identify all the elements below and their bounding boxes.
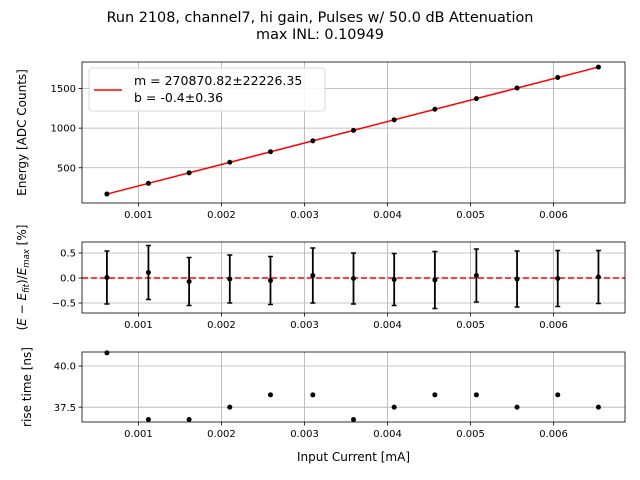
x-axis-label: Input Current [mA]	[297, 450, 410, 464]
y-axis-label-part: (	[15, 326, 29, 331]
data-point	[145, 270, 151, 275]
axes-frame	[81, 61, 626, 204]
y-axis-label-part: E	[15, 292, 29, 300]
data-point	[310, 392, 316, 398]
y-axis-label-part: [%]	[15, 225, 29, 250]
data-point	[351, 276, 356, 281]
data-point	[267, 392, 273, 398]
x-tick-label: 0.006	[539, 210, 568, 221]
axes-frame	[81, 351, 626, 423]
data-point	[595, 274, 601, 280]
axes-rise-time: 0.001 0.002 0.003 0.004 0.005 0.006 37.5 40.0 ri…	[20, 347, 626, 464]
y-tick-label: −0.5	[52, 299, 76, 310]
y-axis-label-part: E	[15, 318, 29, 326]
data-point	[391, 117, 397, 123]
x-tick-label: 0.005	[456, 210, 485, 221]
data-point	[186, 417, 192, 423]
data-point	[595, 404, 601, 410]
x-tick-label: 0.006	[539, 429, 568, 440]
x-tick-label: 0.005	[456, 320, 485, 331]
y-tick-label: 1500	[51, 84, 76, 95]
x-tick-label: 0.004	[373, 210, 402, 221]
data-point	[104, 275, 110, 280]
data-point	[595, 64, 601, 70]
x-tick-label: 0.003	[290, 429, 319, 440]
data-point	[227, 159, 233, 165]
y-axis-label-part: fit	[22, 283, 32, 292]
x-tick-label: 0.003	[290, 320, 319, 331]
data-point	[227, 276, 233, 282]
title-line-2: max INL: 0.10949	[256, 27, 384, 43]
y-tick-label: 40.0	[54, 362, 76, 373]
x-tick-label: 0.002	[207, 320, 236, 331]
data-point	[473, 392, 479, 398]
axes-energy-vs-current: 0.001 0.002 0.003 0.004 0.005 0.006 500 1000 150…	[15, 61, 626, 221]
x-tick-label: 0.006	[539, 320, 568, 331]
data-point	[473, 273, 479, 278]
x-tick-label: 0.003	[290, 210, 319, 221]
data-point	[227, 404, 233, 410]
x-tick-label: 0.004	[373, 429, 402, 440]
y-axis-label: (E − Efit)/Emax [%]	[15, 225, 32, 331]
y-axis-label: rise time [ns]	[20, 347, 34, 427]
data-point	[514, 276, 520, 282]
x-tick-label: 0.001	[124, 210, 153, 221]
data-point	[432, 392, 438, 398]
y-axis-label-part: E	[15, 267, 29, 275]
data-point	[555, 392, 561, 398]
y-tick-label: 37.5	[54, 403, 76, 414]
x-tick-label: 0.001	[124, 429, 153, 440]
data-point	[267, 278, 273, 283]
data-point	[391, 404, 397, 410]
axes-frame	[81, 241, 626, 314]
data-point	[514, 404, 520, 410]
data-point	[267, 149, 273, 155]
x-tick-label: 0.004	[373, 320, 402, 331]
data-point	[104, 191, 110, 197]
axes-residuals: 0.001 0.002 0.003 0.004 0.005 0.006 −0.5 0.0 0.5…	[15, 225, 626, 331]
data-point	[145, 180, 151, 186]
data-point	[351, 417, 356, 423]
data-point	[432, 106, 438, 112]
y-axis-label-part: )/	[15, 274, 29, 284]
data-point	[145, 417, 151, 423]
axes-layer: 0.001 0.002 0.003 0.004 0.005 0.006 500 1000 150…	[15, 61, 626, 464]
data-point	[310, 138, 316, 144]
data-point	[514, 85, 520, 91]
legend-box	[88, 67, 326, 112]
x-tick-label: 0.002	[207, 429, 236, 440]
legend-entry-intercept: b = -0.4±0.36	[134, 90, 223, 105]
title-line-1: Run 2108, channel7, hi gain, Pulses w/ 5…	[107, 10, 534, 26]
data-point	[186, 170, 192, 176]
data-point	[186, 279, 192, 284]
data-point	[432, 277, 438, 283]
y-tick-label: 0.5	[60, 249, 76, 260]
x-tick-label: 0.002	[207, 210, 236, 221]
x-tick-label: 0.001	[124, 320, 153, 331]
legend: m = 270870.82±22226.35 b = -0.4±0.36	[88, 67, 326, 112]
data-point	[473, 96, 479, 102]
y-tick-label: 0.0	[60, 274, 76, 285]
y-axis-label: Energy [ADC Counts]	[15, 69, 29, 196]
legend-entry-slope: m = 270870.82±22226.35	[134, 73, 302, 88]
x-tick-label: 0.005	[456, 429, 485, 440]
y-axis-label-part: −	[15, 300, 29, 318]
data-point	[555, 276, 561, 281]
data-point	[104, 350, 110, 356]
y-tick-label: 1000	[51, 124, 76, 135]
data-point	[391, 277, 397, 282]
data-point	[555, 75, 561, 81]
data-point	[351, 127, 356, 133]
data-point	[310, 273, 316, 278]
y-tick-label: 500	[57, 163, 76, 174]
y-axis-label-part: max	[22, 248, 32, 267]
